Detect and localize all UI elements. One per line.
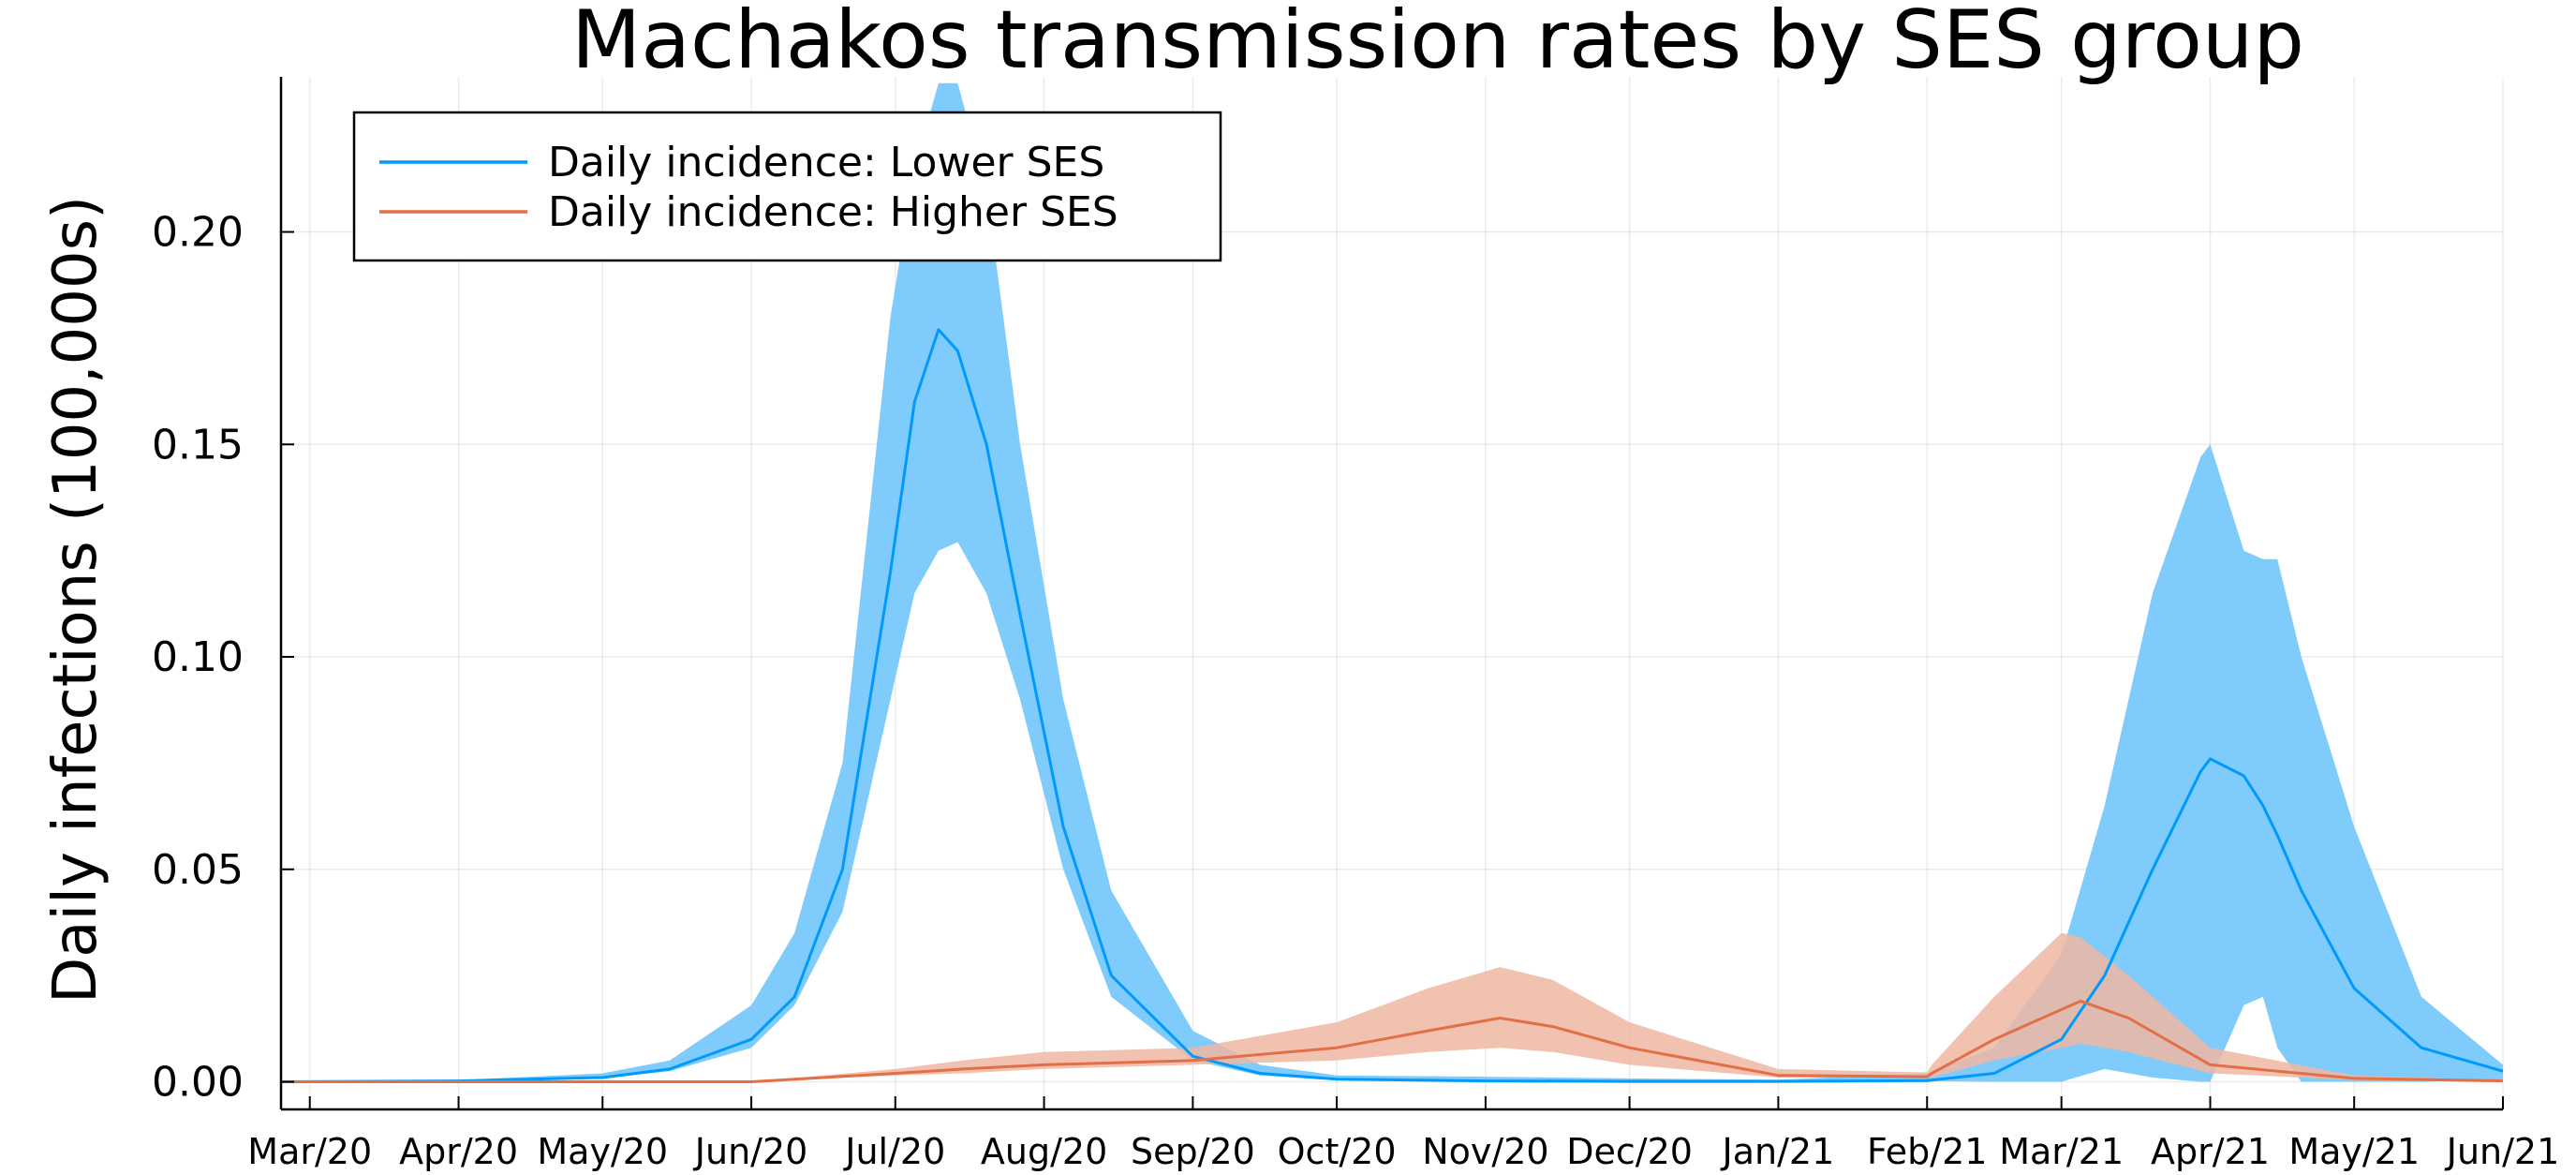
x-tick-label: Mar/20 [247, 1131, 372, 1171]
x-tick-label: Oct/20 [1278, 1131, 1397, 1171]
x-tick-label: Apr/21 [2151, 1131, 2270, 1171]
y-axis-label: Daily infections (100,000s) [41, 196, 111, 1004]
legend-box [352, 111, 1222, 262]
x-tick-label: Nov/20 [1422, 1131, 1548, 1171]
x-tick-label: Jan/21 [1721, 1131, 1835, 1171]
x-tick-label: Jun/21 [2445, 1131, 2560, 1171]
chart-title: Machakos transmission rates by SES group [571, 0, 2304, 87]
axes [279, 77, 2504, 1111]
legend-label: Daily incidence: Lower SES [548, 139, 1104, 186]
y-tick-label: 0.15 [152, 421, 244, 469]
x-tick-label: Jun/20 [693, 1131, 808, 1171]
x-tick-label: Feb/21 [1867, 1131, 1987, 1171]
series-line-higher-ses [281, 999, 2504, 1083]
tick-labels: Mar/20 Apr/20 May/20 Jun/20 Jul/20 Aug/20 Sep/… [152, 209, 2560, 1172]
series-band-higher-ses [281, 932, 2503, 1082]
x-tick-label: Aug/20 [981, 1131, 1107, 1171]
y-tick-label: 0.00 [152, 1059, 244, 1107]
series-line-lower-ses [280, 328, 2504, 1083]
series-band-lower-ses [281, 82, 2503, 1082]
x-tick-label: Dec/20 [1566, 1131, 1693, 1171]
confidence-bands [281, 82, 2503, 1082]
y-tick-label: 0.20 [152, 209, 244, 257]
x-tick-label: Jul/20 [843, 1131, 945, 1171]
x-tick-label: May/20 [537, 1131, 668, 1171]
legend-label: Daily incidence: Higher SES [548, 188, 1118, 236]
x-tick-label: Mar/21 [1999, 1131, 2124, 1171]
x-tick-label: May/21 [2288, 1131, 2420, 1171]
y-tick-label: 0.05 [152, 846, 244, 894]
x-tick-label: Sep/20 [1131, 1131, 1255, 1171]
y-tick-label: 0.10 [152, 633, 244, 681]
x-tick-label: Apr/20 [399, 1131, 518, 1171]
series-lines [280, 328, 2504, 1083]
